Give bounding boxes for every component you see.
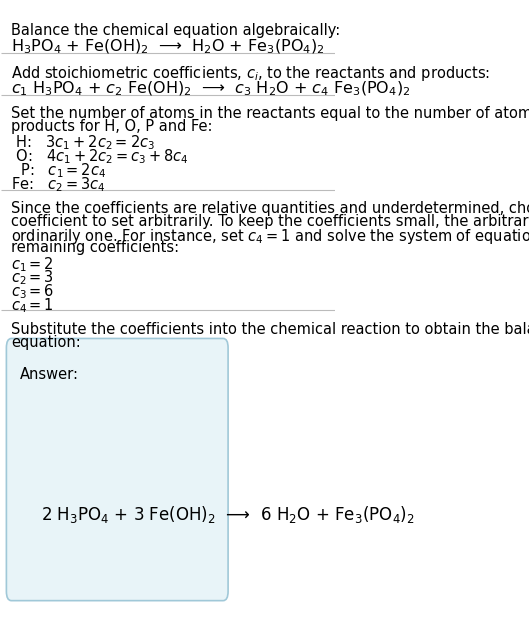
Text: $c_3 = 6$: $c_3 = 6$ [12,282,54,301]
Text: $c_1 = 2$: $c_1 = 2$ [12,255,54,273]
Text: Balance the chemical equation algebraically:: Balance the chemical equation algebraica… [12,23,341,38]
Text: $c_4 = 1$: $c_4 = 1$ [12,296,54,315]
Text: Add stoichiometric coefficients, $c_i$, to the reactants and products:: Add stoichiometric coefficients, $c_i$, … [12,64,490,83]
Text: Set the number of atoms in the reactants equal to the number of atoms in the: Set the number of atoms in the reactants… [12,106,529,121]
Text: H:   $3 c_1 + 2 c_2 = 2 c_3$: H: $3 c_1 + 2 c_2 = 2 c_3$ [12,134,156,152]
FancyBboxPatch shape [6,339,228,601]
Text: O:   $4 c_1 + 2 c_2 = c_3 + 8 c_4$: O: $4 c_1 + 2 c_2 = c_3 + 8 c_4$ [12,147,189,166]
Text: 2 H$_3$PO$_4$ + 3 Fe(OH)$_2$  ⟶  6 H$_2$O + Fe$_3$(PO$_4$)$_2$: 2 H$_3$PO$_4$ + 3 Fe(OH)$_2$ ⟶ 6 H$_2$O … [41,504,415,525]
Text: remaining coefficients:: remaining coefficients: [12,241,179,255]
Text: equation:: equation: [12,335,81,350]
Text: products for H, O, P and Fe:: products for H, O, P and Fe: [12,119,213,134]
Text: Since the coefficients are relative quantities and underdetermined, choose a: Since the coefficients are relative quan… [12,201,529,216]
Text: Substitute the coefficients into the chemical reaction to obtain the balanced: Substitute the coefficients into the che… [12,322,529,337]
Text: P:   $c_1 = 2 c_4$: P: $c_1 = 2 c_4$ [12,161,106,180]
Text: Fe:   $c_2 = 3 c_4$: Fe: $c_2 = 3 c_4$ [12,175,106,194]
Text: $c_1$ H$_3$PO$_4$ + $c_2$ Fe(OH)$_2$  ⟶  $c_3$ H$_2$O + $c_4$ Fe$_3$(PO$_4$)$_2$: $c_1$ H$_3$PO$_4$ + $c_2$ Fe(OH)$_2$ ⟶ $… [12,80,411,98]
Text: H$_3$PO$_4$ + Fe(OH)$_2$  ⟶  H$_2$O + Fe$_3$(PO$_4$)$_2$: H$_3$PO$_4$ + Fe(OH)$_2$ ⟶ H$_2$O + Fe$_… [12,38,325,56]
Text: ordinarily one. For instance, set $c_4 = 1$ and solve the system of equations fo: ordinarily one. For instance, set $c_4 =… [12,228,529,246]
Text: $c_2 = 3$: $c_2 = 3$ [12,268,54,287]
Text: Answer:: Answer: [20,367,79,382]
Text: coefficient to set arbitrarily. To keep the coefficients small, the arbitrary va: coefficient to set arbitrarily. To keep … [12,214,529,229]
